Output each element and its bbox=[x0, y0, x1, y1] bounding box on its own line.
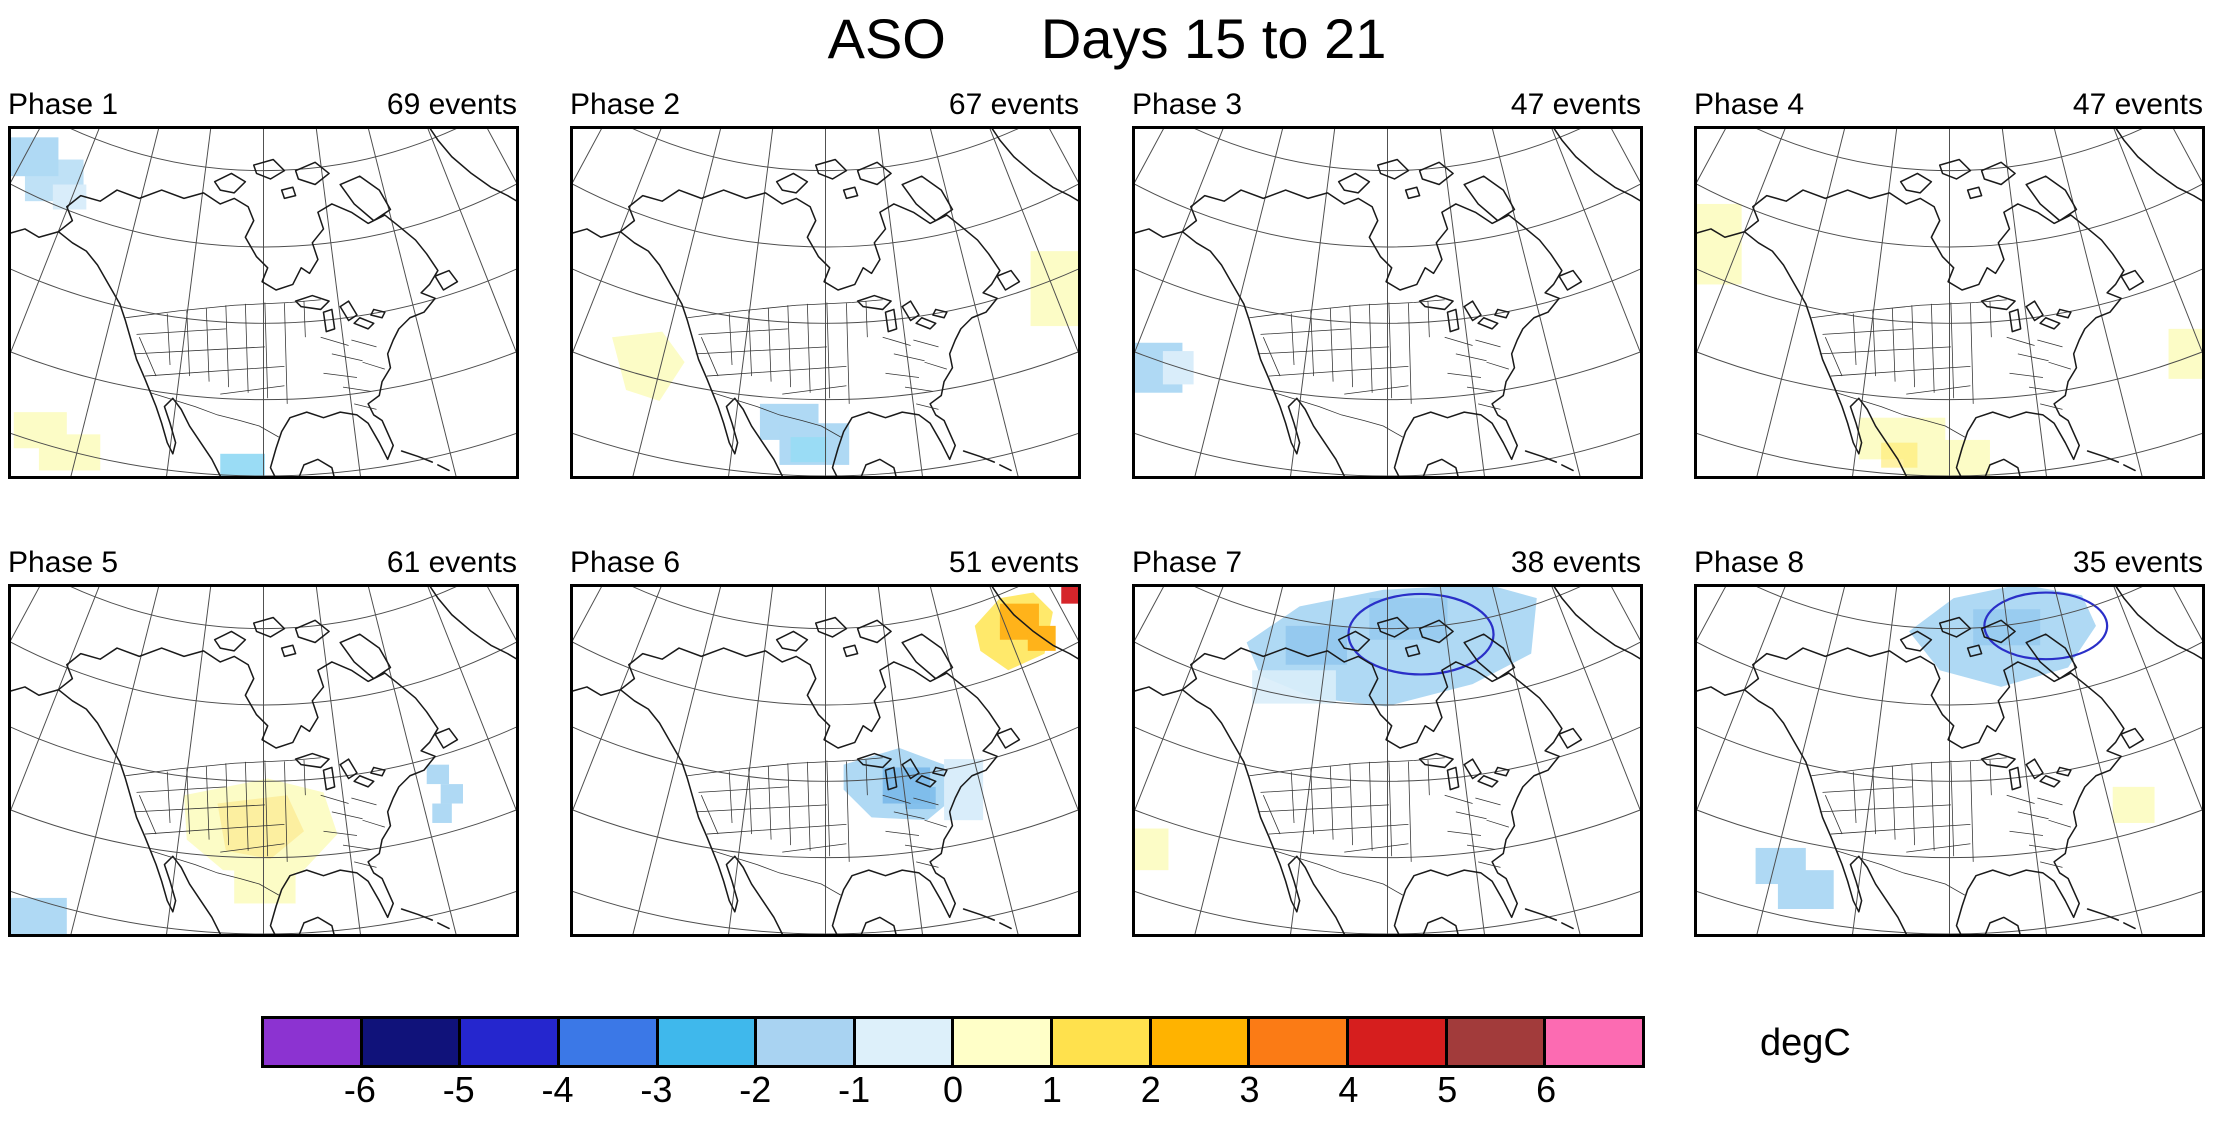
panel-header: Phase 8 35 events bbox=[1694, 548, 2205, 584]
phase-label: Phase 4 bbox=[1694, 88, 1805, 121]
events-count: 51 events bbox=[948, 546, 1079, 579]
colorbar-unit-label: degC bbox=[1760, 1022, 1851, 1064]
colorbar bbox=[261, 1016, 1645, 1068]
colorbar-ticks: -6 -5 -4 -3 -2 -1 0 1 2 3 4 5 6 bbox=[261, 1072, 1645, 1118]
colorbar-segment bbox=[1444, 1019, 1544, 1065]
colorbar-tick: 3 bbox=[1239, 1069, 1260, 1110]
colorbar-tick: -4 bbox=[541, 1069, 574, 1110]
colorbar-segment bbox=[458, 1019, 557, 1065]
events-count: 47 events bbox=[1510, 88, 1641, 121]
anomaly-overlay bbox=[11, 764, 463, 934]
map-phase-6 bbox=[570, 584, 1081, 937]
map-svg bbox=[573, 129, 1078, 476]
colorbar-tick: -5 bbox=[442, 1069, 475, 1110]
map-phase-3 bbox=[1132, 126, 1643, 479]
anomaly-overlay bbox=[1135, 587, 1537, 871]
colorbar-segment bbox=[1050, 1019, 1149, 1065]
panel-phase-7: Phase 7 38 events bbox=[1132, 548, 1643, 937]
colorbar-tick: -6 bbox=[343, 1069, 376, 1110]
colorbar-segment bbox=[556, 1019, 656, 1065]
panel-phase-3: Phase 3 47 events bbox=[1132, 90, 1643, 479]
significance-contour bbox=[1983, 591, 2109, 661]
anomaly-overlay bbox=[843, 587, 1078, 821]
events-count: 61 events bbox=[386, 546, 517, 579]
panel-header: Phase 1 69 events bbox=[8, 90, 519, 126]
events-count: 35 events bbox=[2072, 546, 2203, 579]
panel-phase-2: Phase 2 67 events bbox=[570, 90, 1081, 479]
map-phase-4 bbox=[1694, 126, 2205, 479]
phase-label: Phase 6 bbox=[570, 546, 681, 579]
colorbar-segment bbox=[754, 1019, 853, 1065]
panel-phase-5: Phase 5 61 events bbox=[8, 548, 519, 937]
colorbar-segment bbox=[1543, 1019, 1642, 1065]
colorbar-segment bbox=[852, 1019, 952, 1065]
phase-label: Phase 1 bbox=[8, 88, 119, 121]
panel-phase-4: Phase 4 47 events bbox=[1694, 90, 2205, 479]
north-america-basemap bbox=[1135, 587, 1640, 934]
colorbar-segment bbox=[1346, 1019, 1445, 1065]
figure-title: ASO Days 15 to 21 bbox=[0, 8, 2214, 70]
panel-header: Phase 2 67 events bbox=[570, 90, 1081, 126]
map-svg bbox=[1697, 129, 2202, 476]
phase-label: Phase 5 bbox=[8, 546, 119, 579]
map-svg bbox=[1135, 129, 1640, 476]
colorbar-segment bbox=[264, 1019, 360, 1065]
anomaly-overlay bbox=[11, 137, 265, 476]
events-count: 47 events bbox=[2072, 88, 2203, 121]
title-days: Days 15 to 21 bbox=[1040, 7, 1387, 70]
map-phase-1 bbox=[8, 126, 519, 479]
colorbar-segment bbox=[951, 1019, 1051, 1065]
colorbar-tick: -3 bbox=[640, 1069, 673, 1110]
panel-header: Phase 4 47 events bbox=[1694, 90, 2205, 126]
events-count: 38 events bbox=[1510, 546, 1641, 579]
map-svg bbox=[11, 129, 516, 476]
colorbar-tick: 0 bbox=[942, 1069, 964, 1110]
panel-phase-1: Phase 1 69 events bbox=[8, 90, 519, 479]
panel-header: Phase 7 38 events bbox=[1132, 548, 1643, 584]
panel-grid: Phase 1 69 events bbox=[8, 90, 2205, 937]
events-count: 67 events bbox=[948, 88, 1079, 121]
phase-label: Phase 8 bbox=[1694, 546, 1805, 579]
colorbar-segment bbox=[1148, 1019, 1248, 1065]
colorbar-tick: 1 bbox=[1041, 1069, 1062, 1110]
anomaly-overlay bbox=[612, 251, 1078, 465]
colorbar-segment bbox=[655, 1019, 755, 1065]
map-phase-5 bbox=[8, 584, 519, 937]
map-svg bbox=[11, 587, 516, 934]
panel-header: Phase 6 51 events bbox=[570, 548, 1081, 584]
anomaly-overlay bbox=[1755, 587, 2155, 910]
panel-header: Phase 5 61 events bbox=[8, 548, 519, 584]
colorbar-tick: -1 bbox=[838, 1069, 871, 1110]
panel-phase-6: Phase 6 51 events bbox=[570, 548, 1081, 937]
colorbar-tick: 6 bbox=[1536, 1069, 1557, 1110]
anomaly-overlay bbox=[1697, 203, 2202, 476]
north-america-basemap bbox=[11, 129, 516, 476]
map-phase-8 bbox=[1694, 584, 2205, 937]
colorbar-tick: -2 bbox=[739, 1069, 772, 1110]
colorbar-tick: 4 bbox=[1338, 1069, 1359, 1110]
colorbar-tick: 2 bbox=[1140, 1069, 1161, 1110]
map-svg bbox=[1135, 587, 1640, 934]
map-svg bbox=[1697, 587, 2202, 934]
colorbar-tick: 5 bbox=[1437, 1069, 1458, 1110]
north-america-basemap bbox=[573, 129, 1078, 476]
events-count: 69 events bbox=[386, 88, 517, 121]
colorbar-segment bbox=[359, 1019, 459, 1065]
phase-label: Phase 3 bbox=[1132, 88, 1243, 121]
map-phase-7 bbox=[1132, 584, 1643, 937]
anomaly-overlay bbox=[1135, 342, 1194, 393]
title-season: ASO bbox=[827, 7, 946, 70]
north-america-basemap bbox=[11, 587, 516, 934]
colorbar-segment bbox=[1247, 1019, 1347, 1065]
map-svg bbox=[573, 587, 1078, 934]
map-phase-2 bbox=[570, 126, 1081, 479]
panel-header: Phase 3 47 events bbox=[1132, 90, 1643, 126]
phase-label: Phase 7 bbox=[1132, 546, 1243, 579]
phase-label: Phase 2 bbox=[570, 88, 681, 121]
panel-phase-8: Phase 8 35 events bbox=[1694, 548, 2205, 937]
north-america-basemap bbox=[1135, 129, 1640, 476]
north-america-basemap bbox=[1697, 129, 2202, 476]
